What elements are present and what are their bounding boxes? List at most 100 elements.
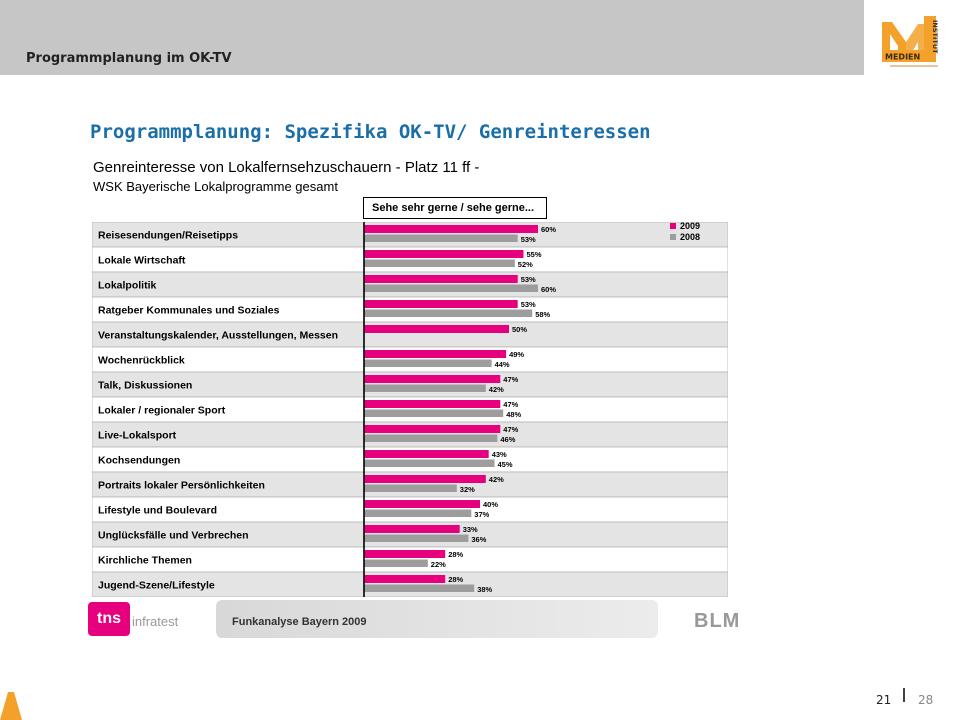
data-label-2008: 32%: [460, 485, 475, 494]
category-label: Talk, Diskussionen: [98, 380, 192, 392]
bar-2008: [364, 559, 428, 567]
source-label: Funkanalyse Bayern 2009: [232, 616, 367, 628]
source-band: [216, 600, 658, 638]
legend-label: 2009: [680, 222, 700, 231]
category-label: Lifestyle und Boulevard: [98, 505, 217, 517]
bar-2008: [364, 359, 492, 367]
data-label-2008: 53%: [521, 235, 536, 244]
bar-2008: [364, 284, 538, 292]
legend-label: 2008: [680, 232, 700, 242]
bar-2008: [364, 309, 533, 317]
category-label: Unglücksfälle und Verbrechen: [98, 530, 249, 542]
data-label-2009: 50%: [512, 325, 527, 334]
column-header: Sehe sehr gerne / sehe gerne...: [363, 197, 547, 219]
legend-swatch: [670, 223, 676, 229]
bar-2008: [364, 509, 472, 517]
bar-2009: [364, 525, 460, 533]
chart-subtitle: WSK Bayerische Lokalprogramme gesamt: [93, 179, 338, 194]
page-total: 28: [918, 693, 934, 707]
bar-2009: [364, 350, 507, 358]
legend-swatch: [670, 234, 676, 240]
category-label: Lokalpolitik: [98, 280, 157, 292]
category-label: Veranstaltungskalender, Ausstellungen, M…: [98, 330, 338, 342]
page-separator: [903, 688, 905, 702]
tns-mark: tns: [88, 602, 130, 636]
bar-2008: [364, 234, 518, 242]
data-label-2008: 38%: [477, 585, 492, 594]
data-label-2009: 28%: [448, 575, 463, 584]
bar-2008: [364, 384, 486, 392]
bar-2009: [364, 475, 486, 483]
data-label-2009: 49%: [509, 350, 524, 359]
logo-text: MEDIEN: [885, 53, 920, 62]
bar-2008: [364, 459, 495, 467]
data-label-2009: 53%: [521, 275, 536, 284]
data-label-2009: 33%: [463, 525, 478, 534]
data-label-2008: 22%: [431, 560, 446, 569]
category-label: Jugend-Szene/Lifestyle: [98, 580, 215, 592]
data-label-2009: 60%: [541, 225, 556, 234]
data-label-2008: 60%: [541, 285, 556, 294]
blm-logo: BLM: [694, 610, 741, 632]
data-label-2008: 52%: [518, 260, 533, 269]
medien-institut-logo: MEDIEN INSTITUT: [878, 12, 940, 74]
header-bar: [0, 0, 864, 75]
medien-institut-logo-mark: MEDIEN INSTITUT: [882, 16, 939, 62]
category-label: Kochsendungen: [98, 455, 180, 467]
bar-chart-svg: Reisesendungen/Reisetipps 60% 53% Lokale Wi…: [91, 221, 729, 598]
bar-2008: [364, 409, 504, 417]
bar-2009: [364, 275, 518, 283]
slide-title: Programmplanung: Spezifika OK-TV/ Genrei…: [90, 121, 651, 143]
logo-underline: [890, 65, 938, 67]
data-label-2009: 47%: [503, 400, 518, 409]
category-label: Ratgeber Kommunales und Soziales: [98, 305, 280, 317]
page-number: 21: [876, 693, 892, 707]
category-label: Portraits lokaler Persönlichkeiten: [98, 480, 265, 492]
data-label-2008: 46%: [500, 435, 515, 444]
tns-infratest-logo: tns infratest: [88, 600, 178, 638]
data-label-2009: 42%: [489, 475, 504, 484]
data-label-2009: 43%: [492, 450, 507, 459]
data-label-2008: 37%: [474, 510, 489, 519]
data-label-2009: 47%: [503, 375, 518, 384]
data-label-2008: 44%: [495, 360, 510, 369]
category-label: Lokale Wirtschaft: [98, 255, 186, 267]
data-label-2009: 47%: [503, 425, 518, 434]
category-label: Kirchliche Themen: [98, 555, 192, 567]
bar-2009: [364, 250, 524, 258]
bar-2009: [364, 375, 501, 383]
bar-2009: [364, 300, 518, 308]
category-label: Reisesendungen/Reisetipps: [98, 230, 238, 242]
bar-chart: Reisesendungen/Reisetipps 60% 53% Lokale Wi…: [91, 221, 729, 598]
bar-2009: [364, 325, 509, 333]
bar-2009: [364, 450, 489, 458]
bar-2008: [364, 259, 515, 267]
tns-wordmark: infratest: [132, 614, 179, 629]
header-title: Programmplanung im OK-TV: [26, 51, 232, 66]
corner-accent-icon: [0, 692, 22, 720]
data-label-2009: 53%: [521, 300, 536, 309]
bar-2009: [364, 400, 501, 408]
data-label-2009: 40%: [483, 500, 498, 509]
bar-2009: [364, 425, 501, 433]
bar-2008: [364, 534, 469, 542]
data-label-2008: 36%: [471, 535, 486, 544]
data-label-2008: 45%: [498, 460, 513, 469]
bar-2008: [364, 584, 475, 592]
category-label: Lokaler / regionaler Sport: [98, 405, 226, 417]
bar-2008: [364, 434, 498, 442]
category-label: Live-Lokalsport: [98, 430, 177, 442]
bar-2009: [364, 500, 480, 508]
chart-title: Genreinteresse von Lokalfernsehzuschauer…: [93, 159, 480, 176]
logo-side-text: INSTITUT: [931, 20, 939, 54]
data-label-2008: 58%: [535, 310, 550, 319]
data-label-2009: 28%: [448, 550, 463, 559]
data-label-2008: 48%: [506, 410, 521, 419]
bar-2009: [364, 550, 446, 558]
category-label: Wochenrückblick: [98, 355, 185, 367]
data-label-2009: 55%: [527, 250, 542, 259]
bar-2009: [364, 225, 538, 233]
data-label-2008: 42%: [489, 385, 504, 394]
bar-2008: [364, 484, 457, 492]
bar-2009: [364, 575, 446, 583]
